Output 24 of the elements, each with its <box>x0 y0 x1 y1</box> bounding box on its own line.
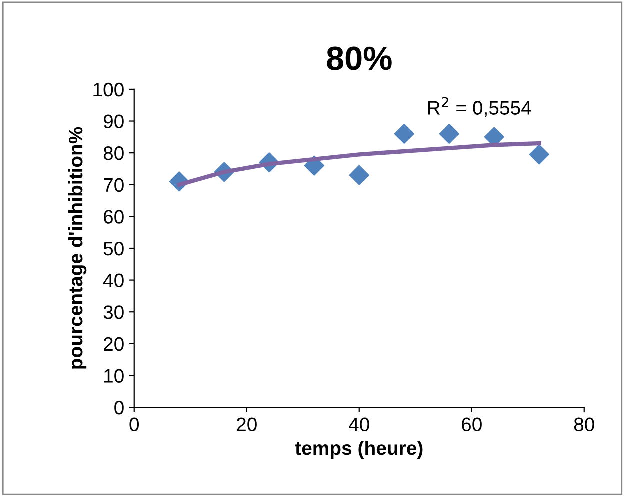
y-tick-label: 100 <box>94 82 124 97</box>
x-tick-label: 40 <box>349 418 370 432</box>
annotation: R$^{2}$ = 0,5554 <box>428 97 532 118</box>
point <box>394 124 414 144</box>
y-axis-title: pourcentage d'inhibition% <box>68 127 87 369</box>
point <box>529 144 550 165</box>
y-tick-label: 70 <box>104 178 124 192</box>
point <box>439 124 460 144</box>
x-axis-title: temps (heure) <box>295 440 423 460</box>
y-tick-label: 60 <box>104 210 124 224</box>
y-tick-label: 10 <box>104 369 124 383</box>
y-tick-label: 30 <box>104 306 124 320</box>
x-tick-label: 20 <box>237 418 257 432</box>
point <box>349 165 370 186</box>
y-tick-label: 50 <box>104 242 124 256</box>
y-tick-label: 80 <box>104 146 124 160</box>
y-tick-label: 90 <box>104 114 124 129</box>
y-tick-label: 40 <box>103 274 124 288</box>
x-tick-label: 60 <box>462 418 482 432</box>
chart-title: 80% <box>327 46 392 70</box>
y-tick-label: 0 <box>114 401 124 415</box>
x-tick-label: 80 <box>574 418 594 432</box>
x-tick-label: 0 <box>130 418 140 432</box>
y-tick-label: 20 <box>104 337 124 352</box>
